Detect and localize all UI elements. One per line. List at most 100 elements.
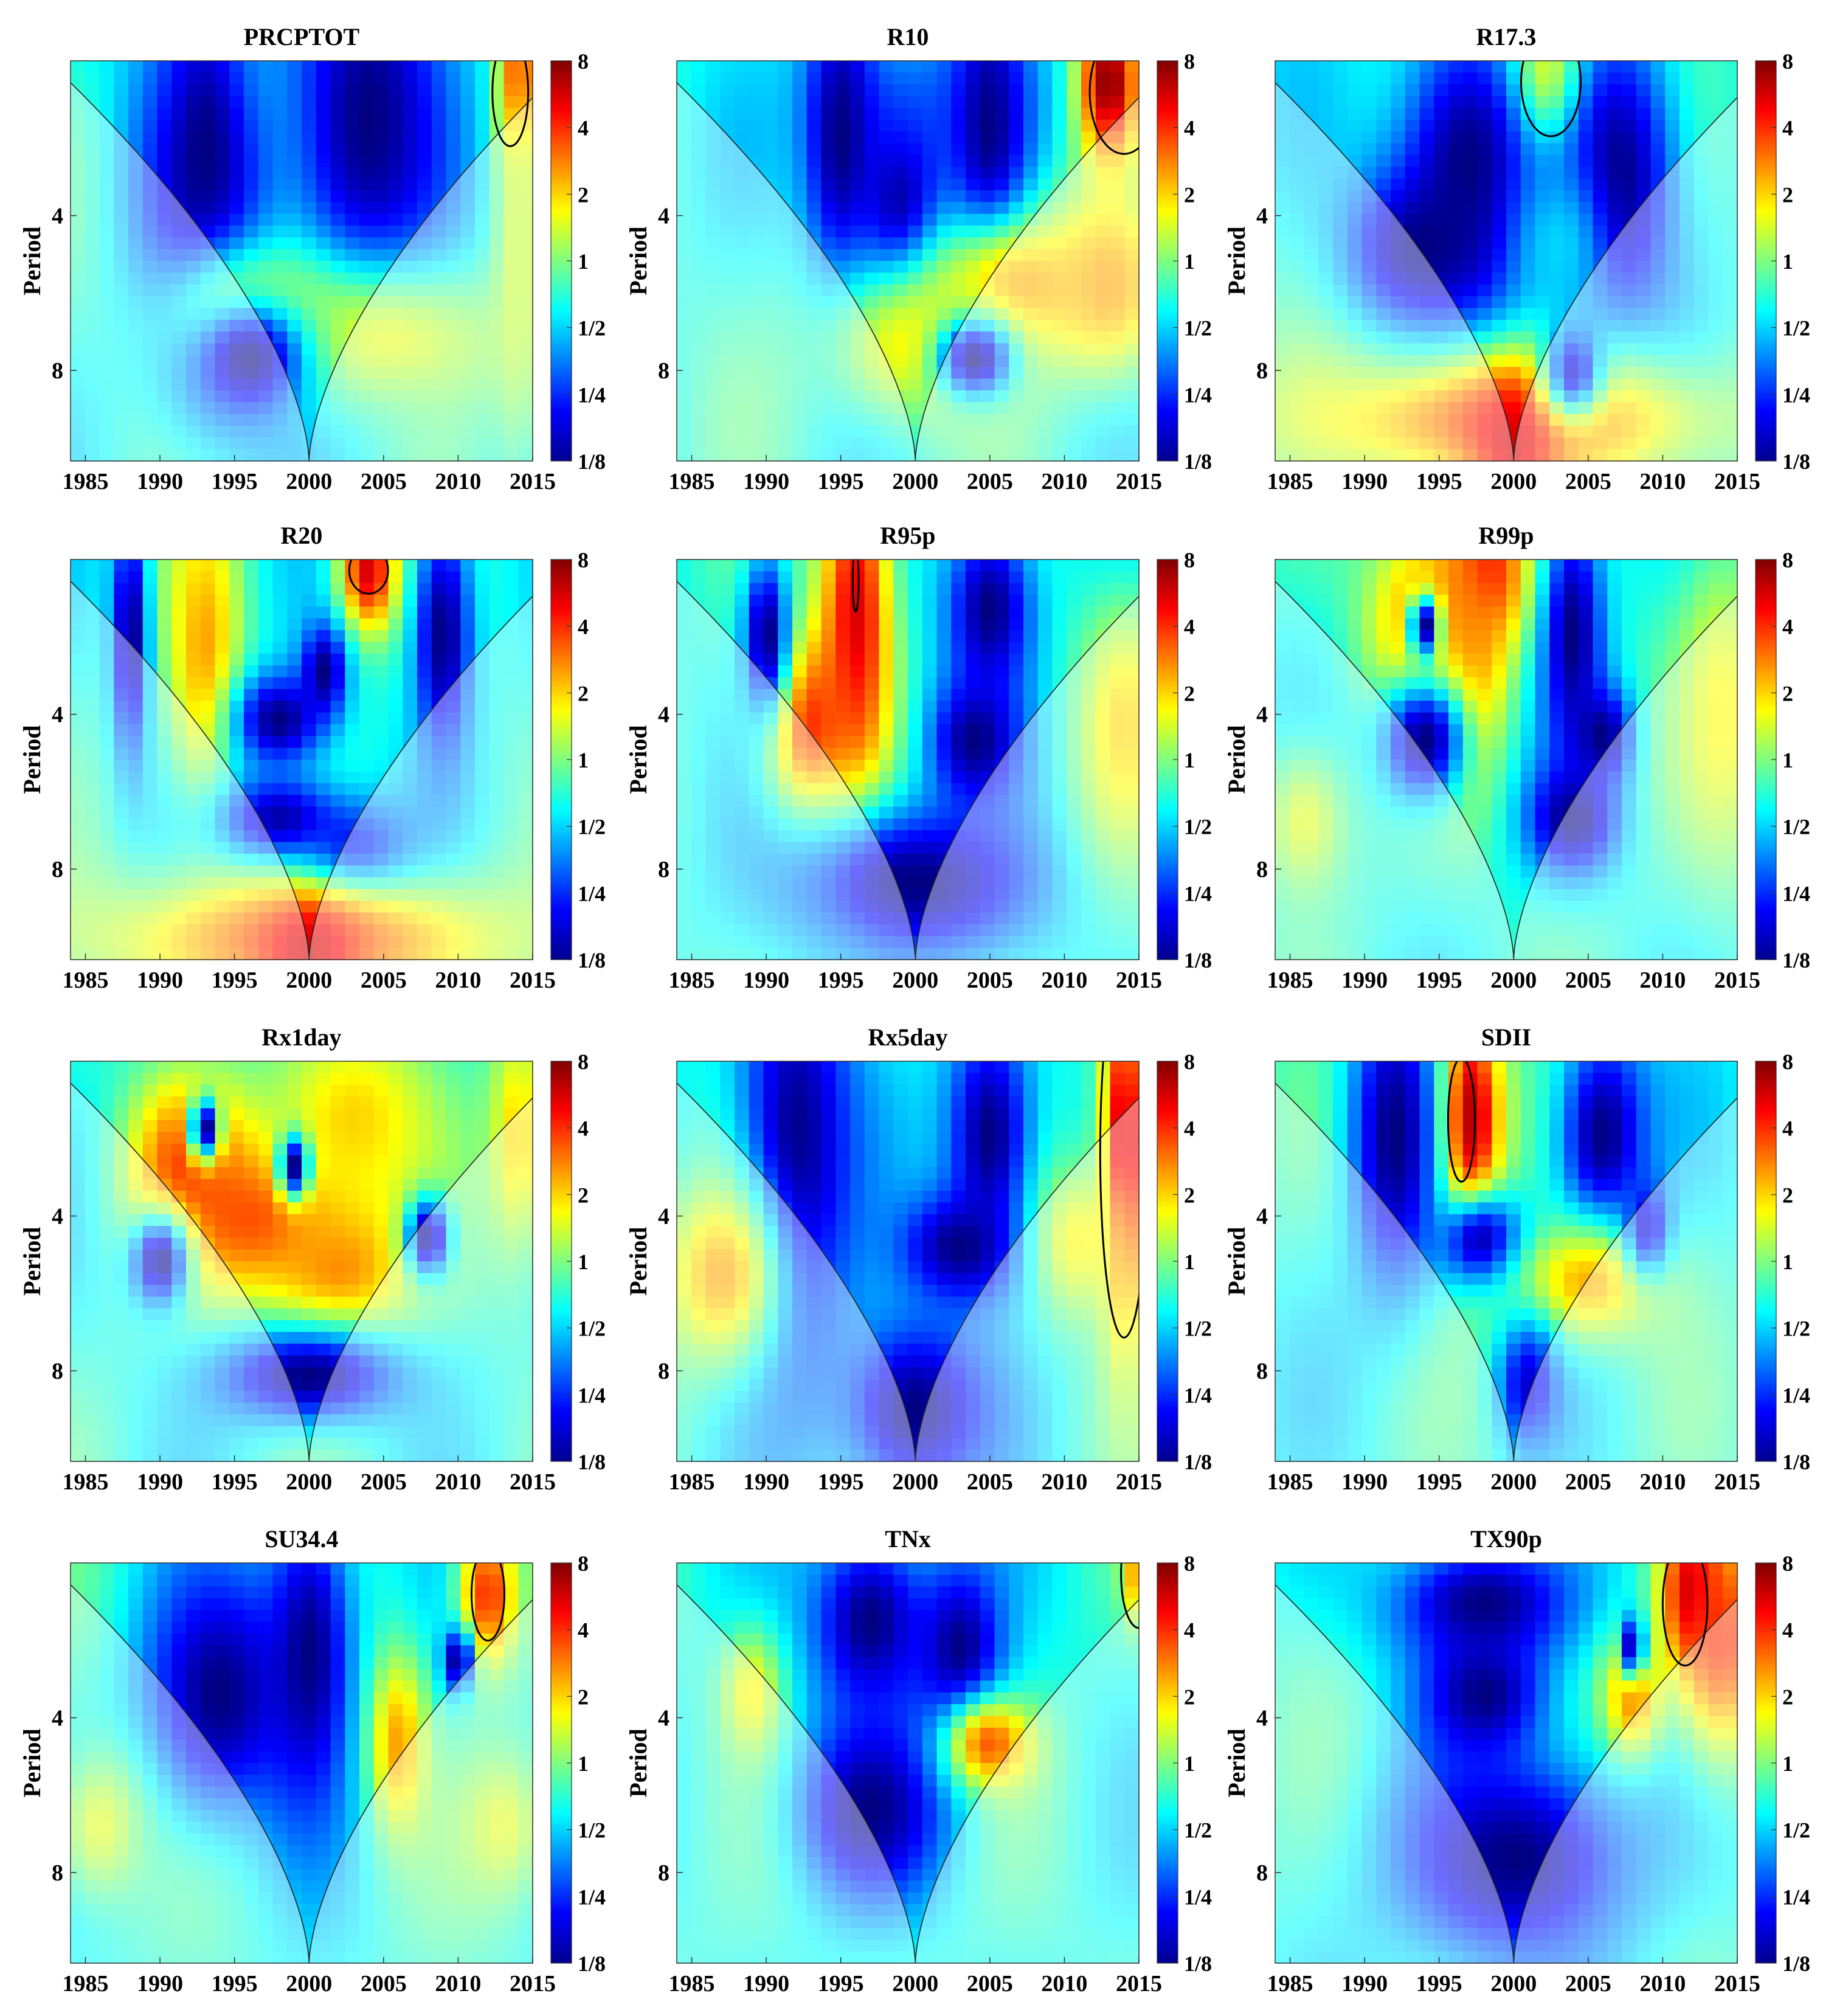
heatmap-cell bbox=[128, 249, 144, 262]
heatmap-cell bbox=[345, 213, 360, 226]
heatmap-cell bbox=[345, 630, 360, 643]
heatmap-cell bbox=[1520, 296, 1536, 309]
heatmap-cell bbox=[345, 701, 360, 713]
heatmap-cell bbox=[1506, 96, 1521, 109]
heatmap-cell bbox=[908, 119, 923, 132]
heatmap-cell bbox=[287, 167, 302, 179]
heatmap-cell bbox=[1535, 261, 1551, 274]
heatmap-cell bbox=[287, 795, 302, 808]
heatmap-cell bbox=[302, 630, 317, 643]
heatmap-cell bbox=[359, 284, 375, 297]
heatmap-cell bbox=[908, 355, 923, 367]
heatmap-cell bbox=[966, 167, 981, 179]
heatmap-cell bbox=[1477, 261, 1493, 274]
heatmap-cell bbox=[99, 272, 115, 285]
heatmap-cell bbox=[330, 618, 346, 631]
heatmap-cell bbox=[1520, 331, 1536, 344]
heatmap-cell bbox=[966, 249, 981, 262]
heatmap-cell bbox=[1110, 84, 1126, 97]
heatmap-cell bbox=[821, 202, 837, 215]
heatmap-cell bbox=[128, 272, 144, 285]
heatmap-cell bbox=[1622, 72, 1637, 85]
heatmap-cell bbox=[1506, 202, 1521, 215]
heatmap-cell bbox=[446, 96, 462, 109]
heatmap-cell bbox=[229, 736, 244, 749]
heatmap-cell bbox=[446, 84, 462, 97]
heatmap-cell bbox=[1009, 202, 1024, 215]
heatmap-cell bbox=[403, 665, 418, 678]
heatmap-cell bbox=[287, 724, 302, 737]
heatmap-cell bbox=[287, 771, 302, 784]
y-tick-label: 8 bbox=[52, 857, 63, 882]
heatmap-cell bbox=[272, 606, 288, 619]
heatmap-cell bbox=[373, 131, 389, 144]
heatmap-cell bbox=[893, 296, 908, 309]
heatmap-cell bbox=[475, 108, 490, 120]
heatmap-cell bbox=[1477, 96, 1493, 109]
heatmap-cell bbox=[71, 284, 86, 297]
colorbar-label: 4 bbox=[1184, 116, 1195, 140]
heatmap-cell bbox=[1023, 84, 1039, 97]
heatmap-cell bbox=[1578, 202, 1594, 215]
heatmap-cell bbox=[244, 595, 259, 608]
heatmap-cell bbox=[806, 618, 822, 631]
heatmap-cell bbox=[1067, 96, 1082, 109]
heatmap-cell bbox=[1578, 108, 1594, 120]
heatmap-cell bbox=[128, 414, 144, 426]
heatmap-cell bbox=[518, 84, 533, 97]
heatmap-cell bbox=[272, 72, 288, 85]
x-tick-label: 2005 bbox=[361, 469, 407, 494]
heatmap-cell bbox=[806, 119, 822, 132]
heatmap-cell bbox=[316, 724, 331, 737]
heatmap-cell bbox=[200, 712, 216, 725]
heatmap-cell bbox=[99, 131, 115, 144]
heatmap-cell bbox=[1419, 61, 1435, 74]
heatmap-cell bbox=[330, 736, 346, 749]
heatmap-cell bbox=[821, 665, 837, 678]
heatmap-cell bbox=[446, 595, 462, 608]
heatmap-cell bbox=[1708, 61, 1724, 74]
heatmap-cell bbox=[980, 154, 995, 167]
heatmap-cell bbox=[792, 96, 808, 109]
heatmap-cell bbox=[142, 571, 158, 584]
heatmap-cell bbox=[114, 390, 129, 403]
heatmap-cell bbox=[157, 143, 173, 156]
heatmap-cell bbox=[272, 583, 288, 595]
heatmap-cell bbox=[1564, 213, 1579, 226]
heatmap-cell bbox=[229, 96, 244, 109]
heatmap-cell bbox=[359, 225, 375, 238]
heatmap-cell bbox=[1549, 72, 1565, 85]
heatmap-cell bbox=[821, 131, 837, 144]
heatmap-cell bbox=[85, 249, 100, 262]
heatmap-cell bbox=[1067, 84, 1082, 97]
heatmap-cell bbox=[99, 61, 115, 74]
heatmap-cell bbox=[431, 154, 447, 167]
heatmap-cell bbox=[936, 190, 952, 203]
heatmap-cell bbox=[475, 571, 490, 584]
heatmap-cell bbox=[330, 190, 346, 203]
heatmap-cell bbox=[821, 167, 837, 179]
heatmap-cell bbox=[980, 131, 995, 144]
heatmap-cell bbox=[330, 760, 346, 772]
heatmap-cell bbox=[287, 736, 302, 749]
heatmap-cell bbox=[403, 202, 418, 215]
heatmap-cell bbox=[1492, 319, 1507, 332]
heatmap-cell bbox=[85, 449, 100, 462]
heatmap-cell bbox=[99, 378, 115, 391]
heatmap-cell bbox=[1492, 96, 1507, 109]
heatmap-cell bbox=[1376, 61, 1391, 74]
heatmap-cell bbox=[200, 595, 216, 608]
heatmap-cell bbox=[475, 630, 490, 643]
heatmap-cell bbox=[460, 642, 476, 654]
y-tick-label: 8 bbox=[1256, 358, 1268, 384]
heatmap-cell bbox=[272, 712, 288, 725]
heatmap-cell bbox=[489, 108, 505, 120]
heatmap-cell bbox=[316, 367, 331, 379]
heatmap-cell bbox=[142, 143, 158, 156]
heatmap-cell bbox=[258, 653, 274, 666]
heatmap-cell bbox=[749, 61, 764, 74]
heatmap-cell bbox=[1506, 284, 1521, 297]
heatmap-cell bbox=[994, 119, 1010, 132]
heatmap-cell bbox=[186, 677, 201, 690]
heatmap-cell bbox=[1052, 119, 1068, 132]
